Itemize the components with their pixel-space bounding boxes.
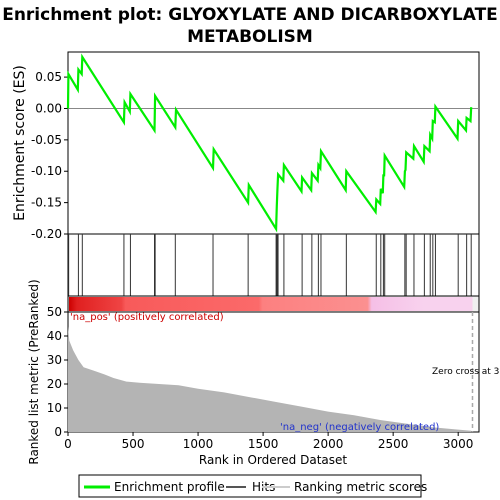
es-y-tick-label: -0.20 [31, 227, 62, 241]
es-y-tick-label: -0.10 [31, 164, 62, 178]
enrichment-profile-line [66, 53, 473, 233]
legend-label-ranking-metric: Ranking metric scores [294, 480, 427, 494]
metric-y-tick-label: 20 [47, 377, 62, 391]
hits-lines [68, 234, 472, 296]
ranking-color-bar [67, 295, 480, 313]
metric-y-tick-label: 50 [47, 305, 62, 319]
plot-title-line1: Enrichment plot: GLYOXYLATE AND DICARBOX… [2, 5, 498, 25]
legend-label-enrichment-profile: Enrichment profile [114, 480, 225, 494]
na-pos-annotation: 'na_pos' (positively correlated) [70, 312, 224, 323]
es-y-tick-label: 0.05 [35, 70, 62, 84]
color-bar-gradient [69, 297, 473, 311]
metric-x-tick-label: 0 [64, 437, 72, 451]
metric-y-tick-label: 10 [47, 401, 62, 415]
metric-x-tick-label: 500 [122, 437, 145, 451]
metric-y-axis-label: Ranked list metric (PreRanked) [27, 279, 41, 464]
hits-panel [67, 233, 480, 297]
na-neg-annotation: 'na_neg' (negatively correlated) [280, 422, 439, 433]
metric-x-tick-label: 2000 [313, 437, 344, 451]
es-y-tick-label: -0.15 [31, 196, 62, 210]
metric-x-axis-label: Rank in Ordered Dataset [199, 453, 347, 467]
zero-cross-annotation: Zero cross at 3 [432, 367, 499, 377]
es-y-axis: 0.05 0.00 -0.05 -0.10 -0.15 -0.20 [31, 70, 68, 241]
metric-y-tick-label: 40 [47, 329, 62, 343]
metric-y-tick-label: 30 [47, 353, 62, 367]
es-panel: 0.05 0.00 -0.05 -0.10 -0.15 -0.20 Enrichment … [12, 51, 480, 241]
es-y-tick-label: 0.00 [35, 101, 62, 115]
es-y-axis-label: Enrichment score (ES) [12, 65, 28, 221]
metric-x-tick-label: 1500 [248, 437, 279, 451]
plot-title-line2: METABOLISM [187, 27, 313, 47]
metric-panel: 0 10 20 30 40 50 0 500 1000 1500 2000 2500 3000 'na… [27, 279, 499, 467]
metric-x-tick-label: 3000 [443, 437, 474, 451]
ranked-metric-area [68, 326, 472, 432]
metric-x-tick-label: 2500 [378, 437, 409, 451]
metric-y-tick-label: 0 [54, 425, 62, 439]
es-y-tick-label: -0.05 [31, 133, 62, 147]
es-plot-frame [67, 51, 480, 235]
metric-y-axis: 0 10 20 30 40 50 [47, 305, 68, 439]
metric-x-tick-label: 1000 [183, 437, 214, 451]
hits-frame [67, 233, 480, 297]
legend: Enrichment profile Hits Ranking metric s… [78, 474, 427, 498]
legend-frame [78, 474, 422, 498]
metric-x-axis: 0 500 1000 1500 2000 2500 3000 [64, 432, 473, 451]
